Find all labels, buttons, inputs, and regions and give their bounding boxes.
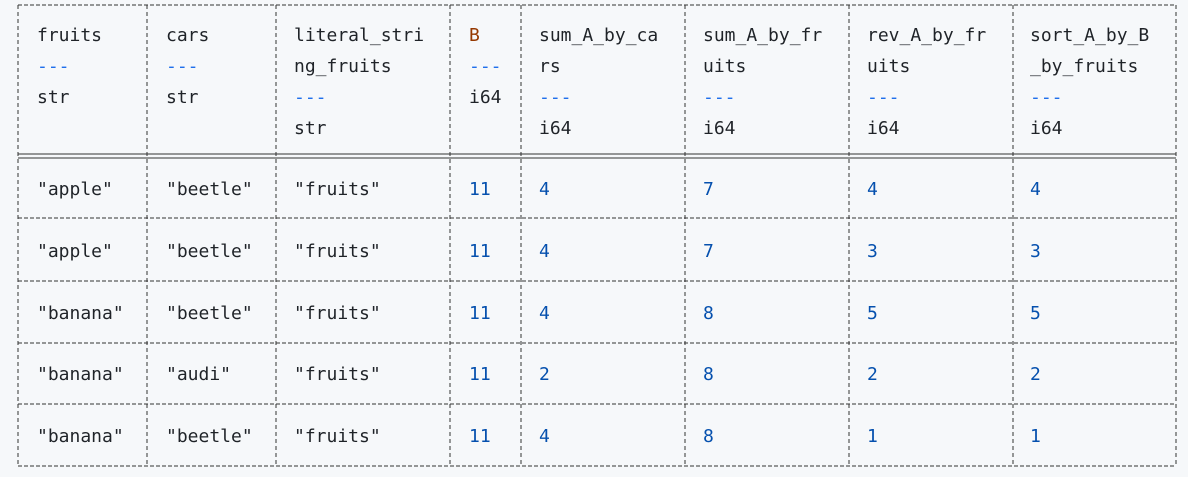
header-label: cars <box>166 25 210 46</box>
table-cell: "fruits" <box>294 179 381 200</box>
table-cell: "banana" <box>37 426 124 447</box>
table-cell: "beetle" <box>166 179 253 200</box>
table-cell: "banana" <box>37 303 124 324</box>
header-label-cont: ng_fruits <box>294 56 392 77</box>
table-cell: 4 <box>539 303 550 324</box>
table-cell: 4 <box>1030 179 1041 200</box>
table-cell: "fruits" <box>294 303 381 324</box>
table-cell: 2 <box>867 364 878 385</box>
table-cell: "fruits" <box>294 364 381 385</box>
table-cell: 3 <box>867 241 878 262</box>
table-cell: 11 <box>469 303 491 324</box>
table-cell: 2 <box>1030 364 1041 385</box>
table-cell: 1 <box>1030 426 1041 447</box>
header-label: sort_A_by_B <box>1030 25 1150 46</box>
header-dashes: --- <box>469 56 502 77</box>
header-label: literal_stri <box>294 25 425 46</box>
header-dashes: --- <box>1030 87 1063 108</box>
table-cell: 4 <box>867 179 878 200</box>
header-dtype: str <box>166 87 199 108</box>
table-cell: 11 <box>469 426 491 447</box>
header-dashes: --- <box>166 56 199 77</box>
header-dtype: str <box>37 87 70 108</box>
table-cell: 4 <box>539 179 550 200</box>
table-cell: 1 <box>867 426 878 447</box>
table-cell: 5 <box>1030 303 1041 324</box>
header-dtype: i64 <box>1030 118 1063 139</box>
table-cell: 7 <box>703 241 714 262</box>
table-cell: "banana" <box>37 364 124 385</box>
table-cell: 7 <box>703 179 714 200</box>
table-cell: 11 <box>469 179 491 200</box>
table-cell: 8 <box>703 303 714 324</box>
table-cell: 5 <box>867 303 878 324</box>
table-cell: "beetle" <box>166 426 253 447</box>
header-label-cont: rs <box>539 56 561 77</box>
header-label: B <box>469 25 480 46</box>
table-cell: "apple" <box>37 179 113 200</box>
table-cell: 3 <box>1030 241 1041 262</box>
table-cell: "beetle" <box>166 303 253 324</box>
header-dashes: --- <box>867 87 900 108</box>
table-cell: 11 <box>469 364 491 385</box>
header-label: fruits <box>37 25 103 46</box>
header-dashes: --- <box>37 56 70 77</box>
table-cell: "apple" <box>37 241 113 262</box>
header-dashes: --- <box>294 87 327 108</box>
header-label: sum_A_by_ca <box>539 25 659 46</box>
header-dtype: i64 <box>539 118 572 139</box>
header-dtype: i64 <box>867 118 900 139</box>
header-dashes: --- <box>703 87 736 108</box>
header-dtype: i64 <box>703 118 736 139</box>
table-cell: "audi" <box>166 364 232 385</box>
table-cell: "fruits" <box>294 426 381 447</box>
header-label-cont: uits <box>867 56 911 77</box>
table-cell: 8 <box>703 364 714 385</box>
header-label-cont: _by_fruits <box>1030 56 1139 77</box>
header-label: rev_A_by_fr <box>867 25 987 46</box>
table-cell: 8 <box>703 426 714 447</box>
header-label-cont: uits <box>703 56 747 77</box>
header-dtype: i64 <box>469 87 502 108</box>
header-dtype: str <box>294 118 327 139</box>
table-cell: 4 <box>539 241 550 262</box>
table-cell: 11 <box>469 241 491 262</box>
header-dashes: --- <box>539 87 572 108</box>
header-label: sum_A_by_fr <box>703 25 823 46</box>
table-cell: "fruits" <box>294 241 381 262</box>
table-cell: "beetle" <box>166 241 253 262</box>
table-cell: 4 <box>539 426 550 447</box>
table-cell: 2 <box>539 364 550 385</box>
